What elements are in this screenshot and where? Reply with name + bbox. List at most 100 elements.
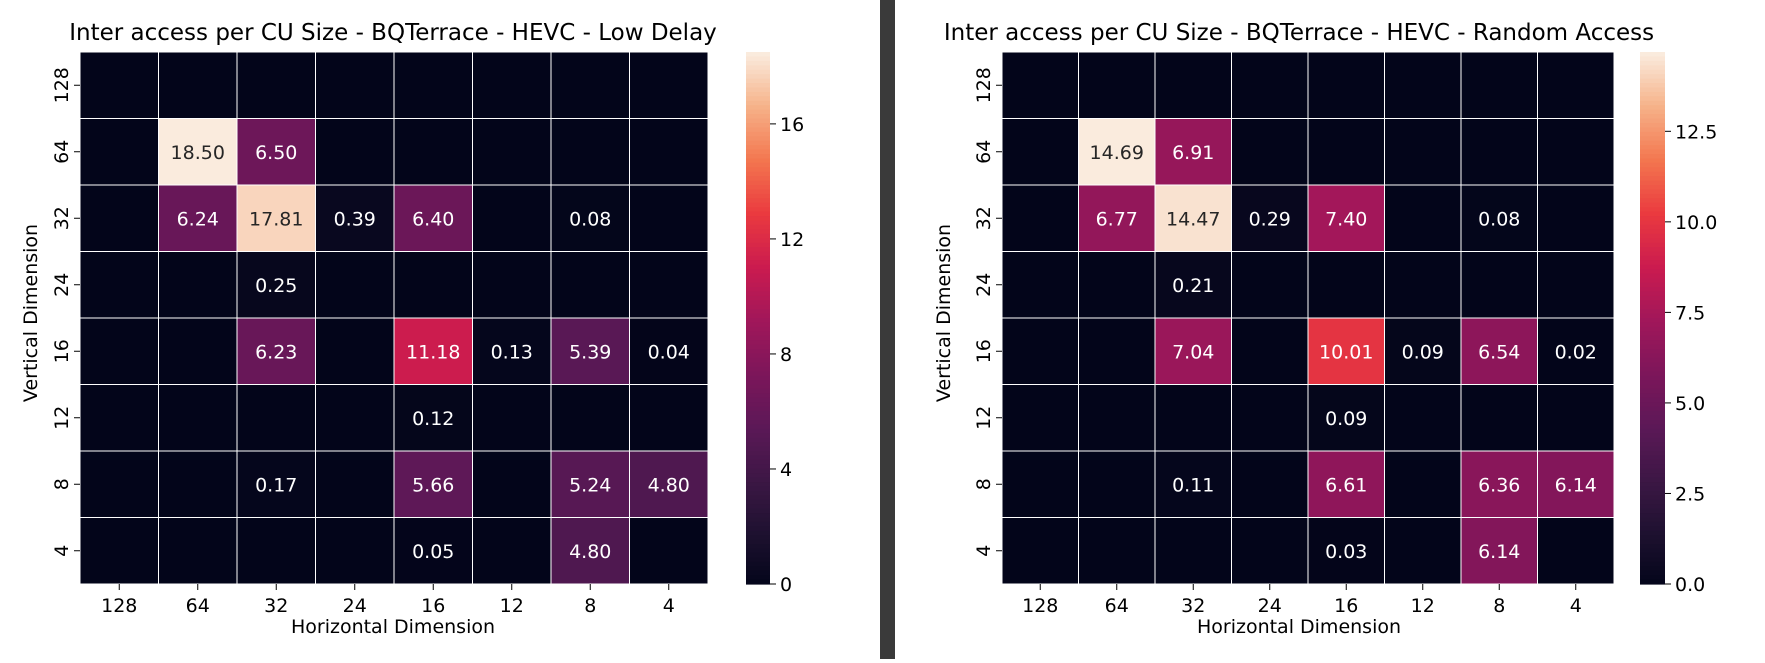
cell-value-label: 0.03 [1325, 541, 1367, 563]
colorbar-segment [1640, 118, 1665, 124]
heatmap-cell [1001, 184, 1079, 252]
y-tick-label: 8 [973, 478, 995, 490]
heatmap-cells [79, 51, 709, 585]
heatmap-cell [1460, 317, 1538, 385]
colorbar-segment [746, 211, 770, 217]
colorbar-segment [1640, 331, 1665, 337]
colorbar-segment [1640, 424, 1665, 430]
cell-value-label: 14.47 [1166, 208, 1220, 230]
colorbar-segment [1640, 375, 1665, 381]
colorbar-segment [1640, 145, 1665, 151]
colorbar-segment [1640, 393, 1665, 399]
colorbar-segment [1640, 83, 1665, 89]
heatmap-cell [550, 118, 630, 186]
colorbar-segment [1640, 384, 1665, 390]
colorbar-segment [746, 122, 770, 128]
colorbar-segment [1640, 96, 1665, 102]
colorbar-segment [746, 131, 770, 137]
colorbar-segment [1640, 114, 1665, 120]
colorbar-segment [1640, 74, 1665, 80]
colorbar-segment [1640, 548, 1665, 554]
heatmap-cell [393, 118, 473, 186]
colorbar-segment [746, 83, 770, 89]
cell-value-label: 0.17 [255, 474, 297, 496]
cell-value-label: 5.24 [569, 474, 611, 496]
colorbar-segment [1640, 517, 1665, 523]
y-tick-label: 64 [51, 140, 73, 164]
x-axis-label: Horizontal Dimension [291, 616, 495, 638]
y-tick-label: 4 [51, 545, 73, 557]
colorbar-segment [1640, 508, 1665, 514]
heatmap-cell [393, 517, 473, 585]
cell-value-label: 14.69 [1090, 142, 1144, 164]
cell-value-label: 17.81 [249, 208, 303, 230]
panel-divider [880, 0, 895, 659]
colorbar-segment [1640, 100, 1665, 106]
colorbar-segment [746, 482, 770, 488]
heatmap-cell [393, 317, 473, 385]
colorbar-segment [746, 56, 770, 62]
colorbar-segment [746, 415, 770, 421]
x-tick-label: 128 [1022, 595, 1058, 617]
colorbar-segment [1640, 344, 1665, 350]
colorbar-segment [1640, 406, 1665, 412]
colorbar-segment [746, 291, 770, 297]
y-tick-label: 16 [973, 339, 995, 363]
cell-value-label: 0.39 [334, 208, 376, 230]
colorbar-segment [746, 575, 770, 581]
cell-value-label: 6.50 [255, 142, 297, 164]
colorbar-segment [746, 366, 770, 372]
colorbar-segment [746, 127, 770, 133]
colorbar-tick-label: 0.0 [1675, 574, 1705, 596]
heatmap-cell [1384, 317, 1462, 385]
colorbar-segment [746, 69, 770, 75]
heatmap-cell [1460, 450, 1538, 518]
heatmap-cell [1001, 118, 1079, 186]
colorbar-segment [1640, 149, 1665, 155]
x-tick-label: 8 [1493, 595, 1505, 617]
cell-value-label: 6.24 [177, 208, 219, 230]
heatmap-cell [79, 384, 159, 452]
colorbar-segment [746, 193, 770, 199]
colorbar-segment [1640, 251, 1665, 257]
colorbar-segment [1640, 56, 1665, 62]
colorbar-segment [1640, 335, 1665, 341]
colorbar-segment [746, 176, 770, 182]
colorbar-segment [1640, 220, 1665, 226]
chart-title: Inter access per CU Size - BQTerrace - H… [69, 20, 717, 46]
colorbar-segment [1640, 566, 1665, 572]
x-tick-label: 12 [500, 595, 524, 617]
heatmap-cell [79, 118, 159, 186]
colorbar-segment [1640, 380, 1665, 386]
colorbar-segment [746, 397, 770, 403]
colorbar-segment [1640, 300, 1665, 306]
x-tick-label: 32 [264, 595, 288, 617]
cell-value-label: 6.91 [1172, 142, 1214, 164]
colorbar-segment [746, 167, 770, 173]
colorbar-segment [746, 229, 770, 235]
colorbar-segment [1640, 153, 1665, 159]
colorbar-segment [1640, 286, 1665, 292]
colorbar-segment [1640, 269, 1665, 275]
heatmap-cell [315, 317, 395, 385]
heatmap-cell [158, 450, 238, 518]
colorbar-segment [746, 247, 770, 253]
colorbar-segment [1640, 216, 1665, 222]
colorbar-segment [1640, 415, 1665, 421]
heatmap-cell [158, 251, 238, 319]
heatmap-cell [1307, 517, 1385, 585]
heatmap-panel-random-access: Inter access per CU Size - BQTerrace - H… [895, 0, 1765, 659]
colorbar-segment [1640, 202, 1665, 208]
colorbar-segment [1640, 167, 1665, 173]
colorbar-segment [746, 74, 770, 80]
heatmap-cell [393, 184, 473, 252]
colorbar-segment [1640, 189, 1665, 195]
heatmap-cell [236, 517, 316, 585]
heatmap-cell [1537, 384, 1615, 452]
cell-value-label: 5.66 [412, 474, 454, 496]
colorbar-segment [1640, 473, 1665, 479]
colorbar-segment [1640, 486, 1665, 492]
cell-value-label: 0.05 [412, 541, 454, 563]
colorbar-segment [746, 300, 770, 306]
heatmap-cell [1307, 184, 1385, 252]
